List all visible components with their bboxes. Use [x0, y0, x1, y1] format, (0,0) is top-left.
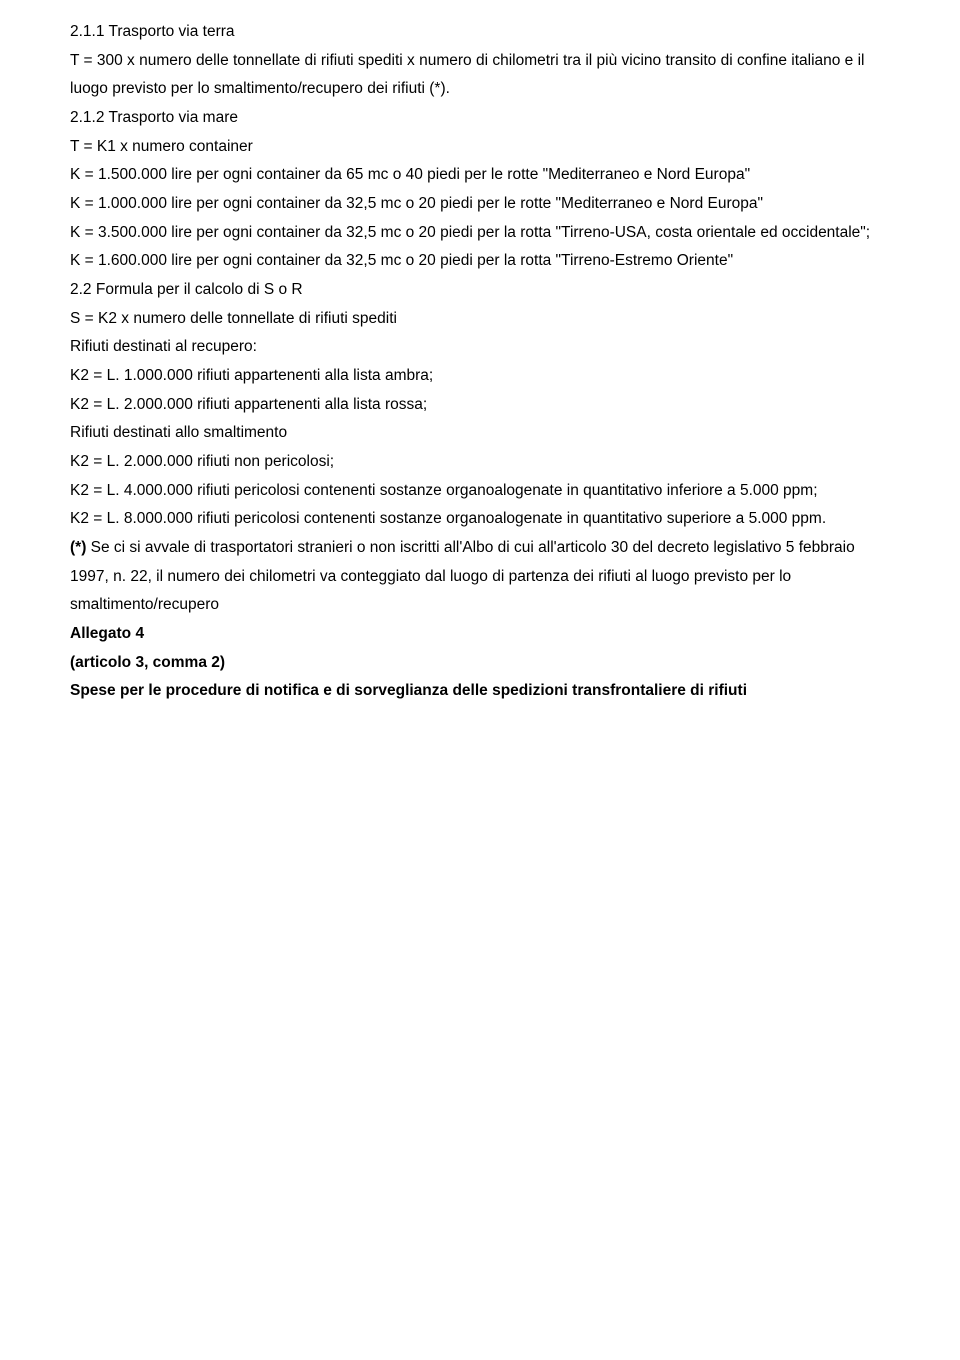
allegato-4-title: Allegato 4: [70, 620, 890, 649]
footnote-text: Se ci si avvale di trasportatori stranie…: [70, 539, 855, 613]
section-2-1-1-formula: T = 300 x numero delle tonnellate di rif…: [70, 47, 890, 104]
section-2-1-2-formula: T = K1 x numero container: [70, 133, 890, 162]
k-3500: K = 3.500.000 lire per ogni container da…: [70, 219, 890, 248]
allegato-4-ref: (articolo 3, comma 2): [70, 649, 890, 678]
allegato-4-heading: Spese per le procedure di notifica e di …: [70, 677, 890, 706]
section-2-1-1-title: 2.1.1 Trasporto via terra: [70, 18, 890, 47]
k2-2m-rossa: K2 = L. 2.000.000 rifiuti appartenenti a…: [70, 391, 890, 420]
k2-1m: K2 = L. 1.000.000 rifiuti appartenenti a…: [70, 362, 890, 391]
smaltimento-heading: Rifiuti destinati allo smaltimento: [70, 419, 890, 448]
section-2-1-2-title: 2.1.2 Trasporto via mare: [70, 104, 890, 133]
k-1600: K = 1.600.000 lire per ogni container da…: [70, 247, 890, 276]
section-2-2-title: 2.2 Formula per il calcolo di S o R: [70, 276, 890, 305]
k-1000: K = 1.000.000 lire per ogni container da…: [70, 190, 890, 219]
footnote-marker: (*): [70, 539, 91, 556]
recupero-heading: Rifiuti destinati al recupero:: [70, 333, 890, 362]
footnote: (*) Se ci si avvale di trasportatori str…: [70, 534, 890, 620]
k2-2m-np: K2 = L. 2.000.000 rifiuti non pericolosi…: [70, 448, 890, 477]
k-1500: K = 1.500.000 lire per ogni container da…: [70, 161, 890, 190]
k2-4m: K2 = L. 4.000.000 rifiuti pericolosi con…: [70, 477, 890, 506]
section-2-2-formula: S = K2 x numero delle tonnellate di rifi…: [70, 305, 890, 334]
document-body: 2.1.1 Trasporto via terra T = 300 x nume…: [70, 18, 890, 706]
k2-8m: K2 = L. 8.000.000 rifiuti pericolosi con…: [70, 505, 890, 534]
